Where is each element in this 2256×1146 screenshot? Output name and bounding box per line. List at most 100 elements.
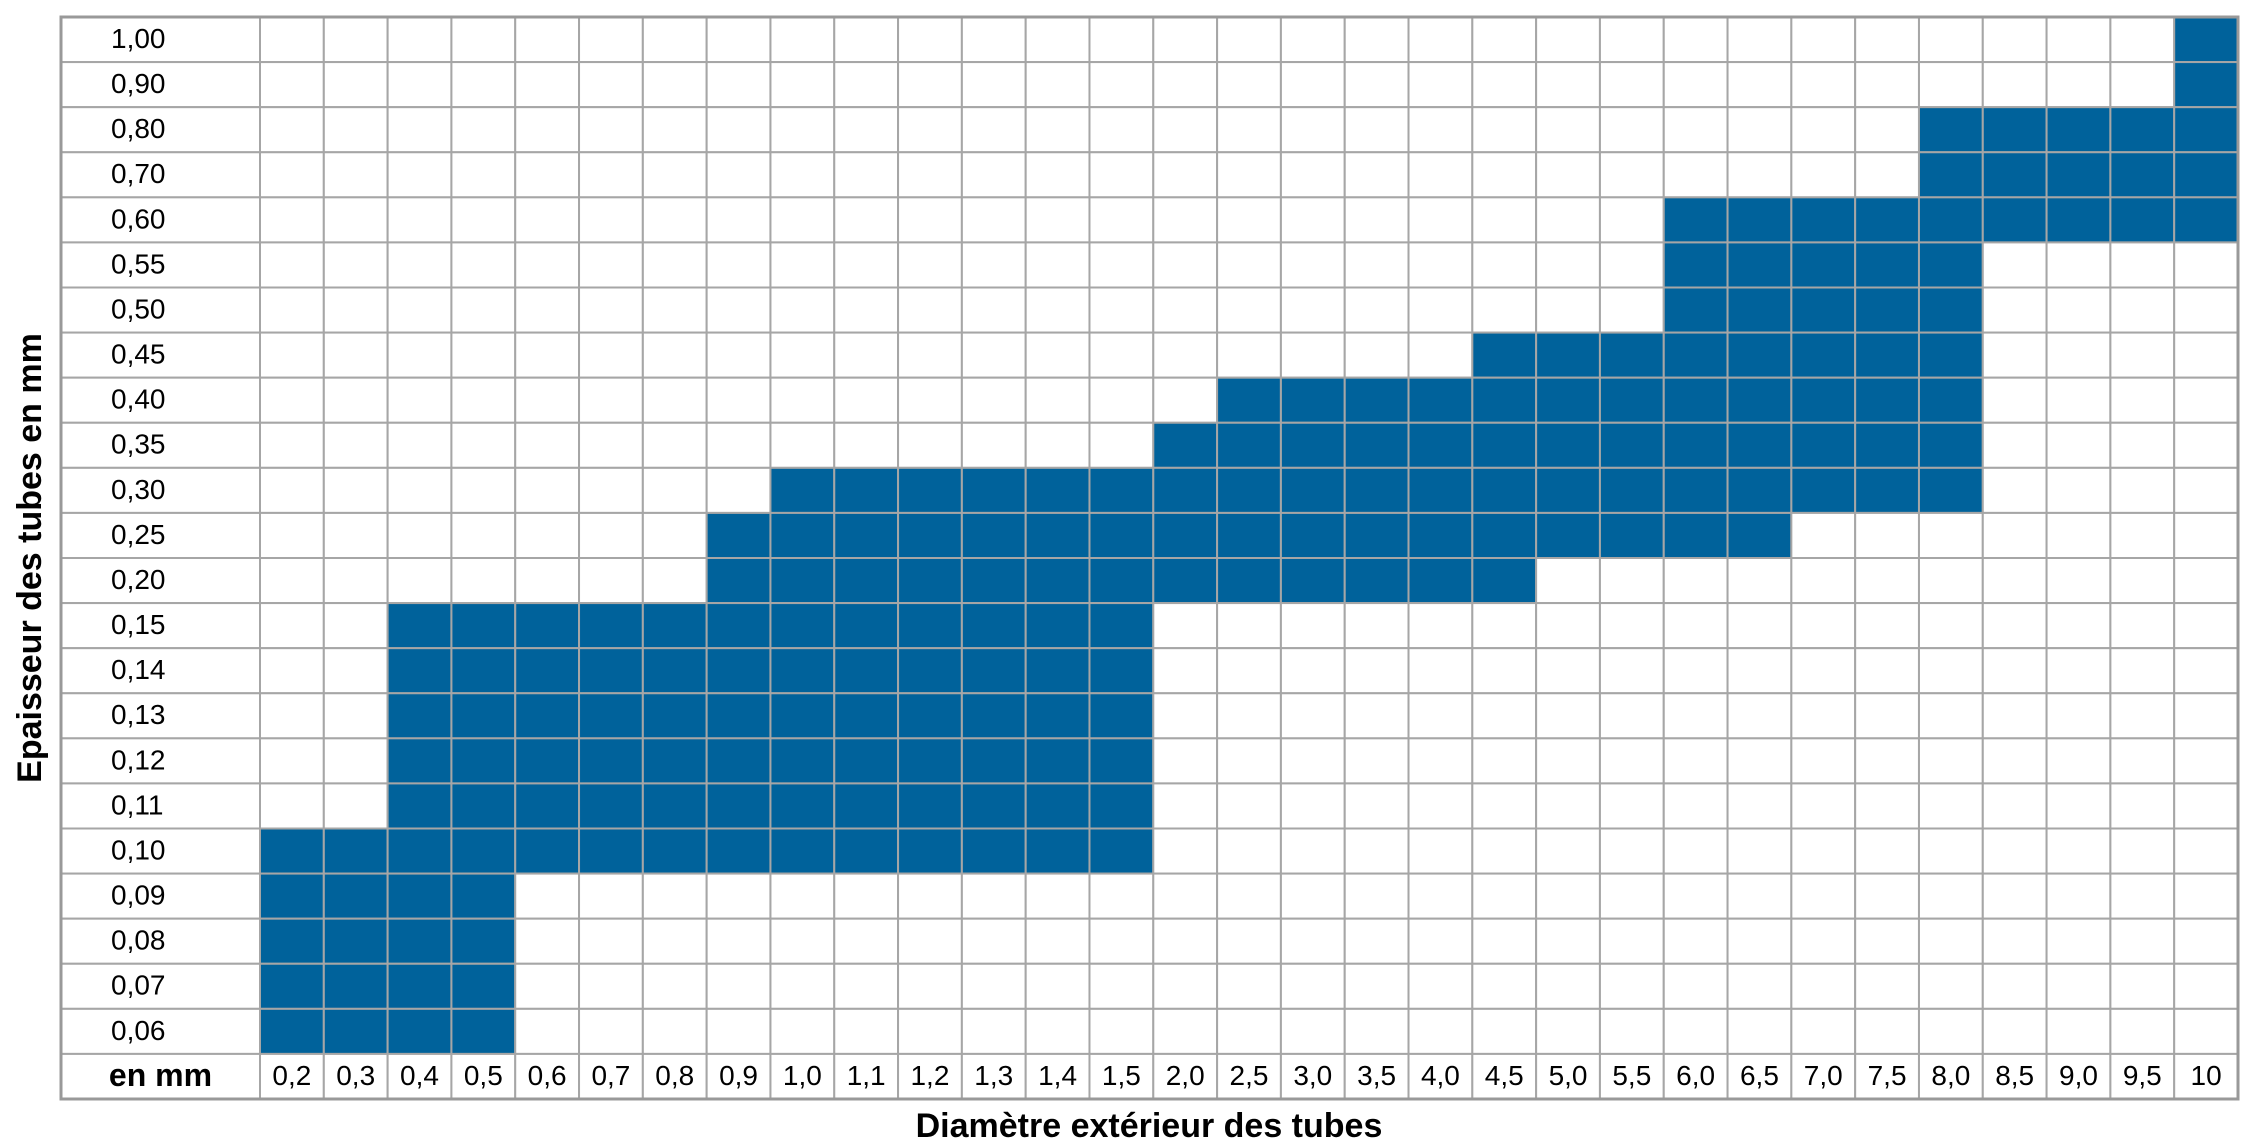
cell bbox=[833, 106, 900, 154]
cell bbox=[2109, 872, 2176, 920]
cell bbox=[450, 872, 517, 920]
cell bbox=[386, 421, 453, 469]
cell bbox=[1343, 782, 1410, 830]
cell bbox=[769, 241, 836, 289]
cell bbox=[897, 962, 963, 1010]
cell bbox=[1216, 196, 1282, 244]
cell bbox=[259, 376, 325, 424]
cell bbox=[1471, 151, 1538, 199]
cell bbox=[1152, 286, 1219, 334]
cell bbox=[322, 16, 389, 64]
cell bbox=[386, 962, 453, 1010]
cell bbox=[578, 827, 644, 875]
cell bbox=[1854, 16, 1920, 64]
cell bbox=[1024, 962, 1091, 1010]
cell bbox=[578, 286, 644, 334]
cell bbox=[1790, 421, 1857, 469]
cell bbox=[1790, 61, 1857, 109]
cell bbox=[960, 16, 1027, 64]
cell bbox=[450, 827, 517, 875]
cell bbox=[1854, 61, 1920, 109]
cell bbox=[705, 151, 772, 199]
cell bbox=[769, 286, 836, 334]
cell bbox=[1917, 1007, 1984, 1055]
column-label: 9,5 bbox=[2123, 1060, 2162, 1091]
cell bbox=[960, 331, 1027, 379]
cell bbox=[386, 106, 453, 154]
cell bbox=[1343, 106, 1410, 154]
cell bbox=[769, 557, 836, 605]
cell bbox=[1216, 647, 1282, 695]
row-label: 0,45 bbox=[111, 339, 166, 370]
cell bbox=[1662, 241, 1729, 289]
cell bbox=[1790, 827, 1857, 875]
cell bbox=[1216, 917, 1282, 965]
cell bbox=[259, 872, 325, 920]
cell bbox=[705, 376, 772, 424]
cell bbox=[833, 647, 900, 695]
cell bbox=[1024, 331, 1091, 379]
cell bbox=[1088, 782, 1155, 830]
cell bbox=[1024, 196, 1091, 244]
cell bbox=[1981, 602, 2048, 650]
cell bbox=[1790, 692, 1857, 740]
cell bbox=[705, 737, 772, 785]
cell bbox=[1407, 196, 1474, 244]
cell bbox=[833, 872, 900, 920]
cell bbox=[1981, 286, 2048, 334]
cell bbox=[2045, 827, 2112, 875]
cell bbox=[1407, 782, 1474, 830]
cell bbox=[1598, 61, 1665, 109]
column-label: 6,5 bbox=[1740, 1060, 1779, 1091]
cell bbox=[450, 511, 517, 560]
cell bbox=[1279, 557, 1346, 605]
cell bbox=[450, 331, 517, 379]
cell bbox=[1662, 286, 1729, 334]
cell bbox=[2173, 466, 2240, 514]
cell bbox=[514, 557, 581, 605]
cell bbox=[578, 421, 644, 469]
cell bbox=[1535, 602, 1601, 650]
x-axis-title: Diamètre extérieur des tubes bbox=[916, 1107, 1383, 1145]
cell bbox=[322, 692, 389, 740]
cell bbox=[1726, 421, 1793, 469]
cell bbox=[1598, 602, 1665, 650]
cell bbox=[960, 647, 1027, 695]
cell bbox=[1471, 692, 1538, 740]
row-label: 0,14 bbox=[111, 654, 166, 685]
cell bbox=[641, 466, 708, 514]
cell bbox=[1152, 196, 1219, 244]
cell bbox=[833, 151, 900, 199]
cell bbox=[514, 16, 581, 64]
cell bbox=[1024, 16, 1091, 64]
cell bbox=[450, 737, 517, 785]
cell bbox=[2173, 421, 2240, 469]
cell bbox=[1854, 466, 1920, 514]
cell bbox=[2109, 286, 2176, 334]
cell bbox=[705, 647, 772, 695]
cell bbox=[1343, 962, 1410, 1010]
cell bbox=[1024, 737, 1091, 785]
column-label-cell bbox=[1854, 1052, 1920, 1100]
cell bbox=[641, 286, 708, 334]
cell bbox=[1726, 196, 1793, 244]
cell bbox=[833, 286, 900, 334]
cell bbox=[259, 421, 325, 469]
corner-label: en mm bbox=[109, 1057, 212, 1093]
cell bbox=[1024, 917, 1091, 965]
row-label: 0,15 bbox=[111, 609, 166, 640]
cell bbox=[1343, 647, 1410, 695]
cell bbox=[1471, 466, 1538, 514]
cell bbox=[1854, 782, 1920, 830]
cell bbox=[769, 61, 836, 109]
cell bbox=[1535, 827, 1601, 875]
cell bbox=[1981, 61, 2048, 109]
cell bbox=[1854, 286, 1920, 334]
cell bbox=[2045, 241, 2112, 289]
cell bbox=[1854, 331, 1920, 379]
cell bbox=[705, 782, 772, 830]
cell bbox=[641, 1007, 708, 1055]
cell bbox=[514, 376, 581, 424]
cell bbox=[1407, 241, 1474, 289]
cell bbox=[1981, 647, 2048, 695]
